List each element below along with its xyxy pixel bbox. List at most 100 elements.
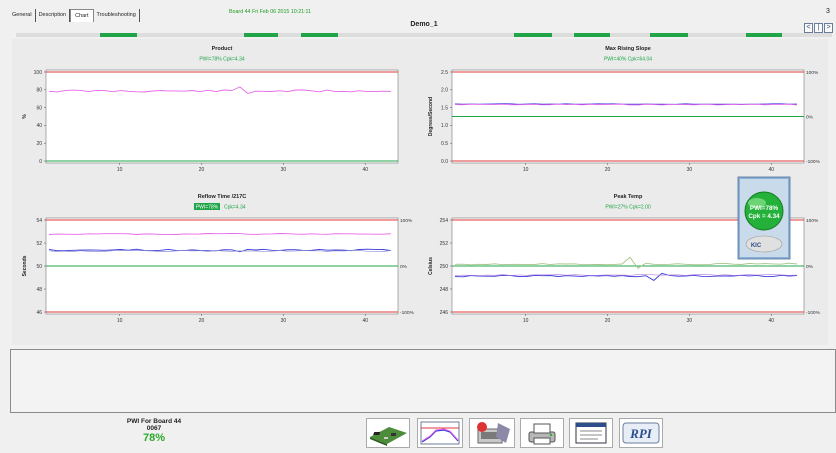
x-tick-label: 20 xyxy=(605,318,611,324)
y-tick-label: 248 xyxy=(440,287,449,293)
profile-chart-button[interactable] xyxy=(417,418,463,448)
middle-button[interactable]: | xyxy=(814,23,823,33)
strip-segment xyxy=(514,33,552,37)
right-tick-label: -100% xyxy=(806,159,821,165)
plot-area xyxy=(45,69,399,164)
tab-description[interactable]: Description xyxy=(36,9,71,22)
right-tick-label: -100% xyxy=(806,310,821,316)
x-tick-label: 30 xyxy=(281,167,287,173)
y-tick-label: 254 xyxy=(440,218,449,224)
x-tick-label: 10 xyxy=(117,318,123,324)
y-axis-label: % xyxy=(22,114,28,119)
y-tick-label: 48 xyxy=(36,287,42,293)
board-button[interactable] xyxy=(366,418,410,448)
x-tick-label: 30 xyxy=(281,318,287,324)
right-tick-label: 0% xyxy=(400,264,408,270)
window-icon xyxy=(575,422,607,444)
oven-tool-button[interactable] xyxy=(469,418,515,448)
y-tick-label: 246 xyxy=(440,310,449,316)
x-tick-label: 20 xyxy=(605,167,611,173)
chart-stats: PWI=27% Cpk=2.00 xyxy=(605,205,651,211)
rpi-button[interactable]: RPI xyxy=(619,418,663,448)
y-tick-label: 1.0 xyxy=(441,123,448,129)
print-icon xyxy=(528,423,556,445)
tab-troubleshooting[interactable]: Troubleshooting xyxy=(94,9,140,22)
x-tick-label: 10 xyxy=(117,167,123,173)
badge-line1: PWI=78% xyxy=(750,205,779,212)
y-axis-label: Seconds xyxy=(22,255,28,276)
badge-line2: Cpk = 4.34 xyxy=(748,213,780,220)
y-tick-label: 80 xyxy=(36,88,42,94)
progress-strip xyxy=(16,33,832,37)
status-box xyxy=(10,349,836,413)
tab-general[interactable]: General xyxy=(9,9,36,22)
series-line xyxy=(48,86,392,94)
y-tick-label: 1.5 xyxy=(441,105,448,111)
chart-stats: PWI=40% Cpk=64.04 xyxy=(604,57,652,63)
right-tick-label: 0% xyxy=(806,264,814,270)
y-tick-label: 2.5 xyxy=(441,70,448,76)
right-tick-label: 100% xyxy=(806,70,819,76)
series-line xyxy=(454,256,798,269)
y-tick-label: 54 xyxy=(36,218,42,224)
chart-stats: PWI=78% Cpk=4.34 xyxy=(199,57,245,63)
series-line xyxy=(48,248,392,253)
right-tick-label: 100% xyxy=(400,218,413,224)
board-info: Board 44 Fri Feb 06 2015 10:21:11 xyxy=(229,9,312,15)
nav-buttons: < | > xyxy=(804,23,833,33)
y-tick-label: 252 xyxy=(440,241,449,247)
y-tick-label: 50 xyxy=(36,264,42,270)
pwi-value: 78% xyxy=(142,432,166,444)
y-tick-label: 2.0 xyxy=(441,88,448,94)
badge-base xyxy=(745,235,783,253)
tab-chart[interactable]: Chart xyxy=(70,9,94,22)
badge-brand: KIC xyxy=(751,243,762,249)
y-tick-label: 46 xyxy=(36,310,42,316)
y-tick-label: 52 xyxy=(36,241,42,247)
right-tick-label: 0% xyxy=(806,114,814,120)
rpi-icon: RPI xyxy=(622,422,660,444)
profile-chart-icon xyxy=(420,421,460,445)
y-tick-label: 20 xyxy=(36,141,42,147)
window-button[interactable] xyxy=(569,418,613,448)
x-tick-label: 40 xyxy=(362,318,368,324)
chart-area: Product PWI=78% Cpk=4.34 100 80 60 40 20 0% 10 20… xyxy=(12,39,828,345)
y-tick-label: 0.5 xyxy=(441,141,448,147)
strip-segment xyxy=(574,33,610,37)
pwi-id: 0067 xyxy=(146,425,162,432)
chart-stats: Cpk=4.34 xyxy=(224,205,246,211)
series-line xyxy=(454,274,798,276)
right-tick-label: -100% xyxy=(400,310,415,316)
y-axis-label: Celsius xyxy=(428,257,434,275)
y-tick-label: 100 xyxy=(34,70,43,76)
tab-bar: General Description Chart Troubleshootin… xyxy=(9,9,140,22)
y-tick-label: 60 xyxy=(36,105,42,111)
oven-tool-icon xyxy=(477,422,510,444)
x-tick-label: 20 xyxy=(199,167,205,173)
pwi-badge xyxy=(737,176,791,260)
chart-title: Reflow Time /217C xyxy=(198,194,247,200)
y-tick-label: 0 xyxy=(39,159,42,165)
strip-segment xyxy=(244,33,278,37)
series-line xyxy=(48,233,392,235)
y-tick-label: 250 xyxy=(440,264,449,270)
x-tick-label: 30 xyxy=(687,318,693,324)
series-line xyxy=(454,103,798,106)
right-tick-label: 100% xyxy=(806,218,819,224)
y-axis-label: Degrees/Second xyxy=(428,97,434,136)
print-button[interactable] xyxy=(520,418,564,448)
prev-button[interactable]: < xyxy=(804,23,813,33)
x-tick-label: 40 xyxy=(362,167,368,173)
chart-title: Product xyxy=(212,46,233,52)
strip-segment xyxy=(746,33,782,37)
corner-label: 3 xyxy=(826,8,830,15)
next-button[interactable]: > xyxy=(824,23,833,33)
series-line xyxy=(48,250,392,252)
pwi-title: PWI For Board 44 xyxy=(126,418,182,425)
x-tick-label: 30 xyxy=(687,167,693,173)
pwi-summary: PWI For Board 44 0067 78% xyxy=(112,418,196,445)
board-icon xyxy=(370,427,407,446)
stats-badge-label: PWI=78% xyxy=(196,205,219,211)
y-tick-label: 40 xyxy=(36,123,42,129)
